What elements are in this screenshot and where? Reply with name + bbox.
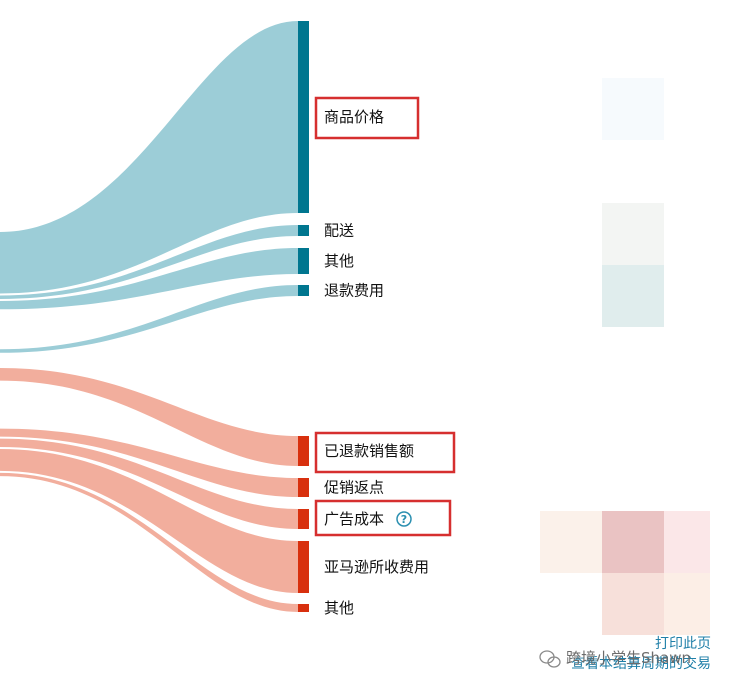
expense-flow-1: [0, 428, 298, 497]
expense-flow-3: [0, 448, 298, 593]
redaction-mosaic: [540, 78, 710, 635]
revenue-label-0: 商品价格: [324, 108, 384, 126]
expense-node-4[interactable]: [298, 604, 309, 612]
highlight-box-ad-cost: [314, 499, 452, 537]
revenue-node-1[interactable]: [298, 225, 309, 236]
revenue-flow-1: [0, 225, 298, 299]
highlight-box-product-price: [314, 96, 420, 140]
expense-node-0[interactable]: [298, 436, 309, 466]
expense-flow-2: [0, 438, 298, 529]
revenue-label-2: 其他: [324, 252, 354, 270]
watermark-text: 跨境小学生Shawn: [566, 649, 691, 667]
revenue-label-1: 配送: [324, 222, 354, 240]
expense-flow-0: [0, 368, 298, 466]
revenue-flow-2: [0, 248, 298, 310]
expense-label-3: 亚马逊所收费用: [324, 558, 429, 576]
node-group: [298, 21, 309, 612]
expense-label-2: 广告成本: [324, 510, 384, 528]
expense-node-2[interactable]: [298, 509, 309, 529]
revenue-flow-0: [0, 21, 298, 294]
expense-label-4: 其他: [324, 599, 354, 617]
revenue-node-0[interactable]: [298, 21, 309, 213]
wechat-icon: [539, 650, 561, 668]
revenue-flow-3: [0, 285, 298, 353]
highlight-box-refunded-sales: [314, 431, 456, 474]
help-icon[interactable]: ?: [396, 511, 412, 527]
expense-label-0: 已退款销售额: [324, 442, 414, 460]
expense-node-1[interactable]: [298, 478, 309, 497]
watermark: 跨境小学生Shawn: [539, 649, 691, 668]
flow-group: [0, 21, 298, 612]
view-transactions-link[interactable]: 查看本结算周期的交易: [571, 655, 711, 672]
print-page-link[interactable]: 打印此页: [655, 635, 711, 652]
revenue-label-3: 退款费用: [324, 282, 384, 300]
expense-label-1: 促销返点: [324, 479, 384, 497]
revenue-node-2[interactable]: [298, 248, 309, 274]
revenue-node-3[interactable]: [298, 285, 309, 296]
expense-node-3[interactable]: [298, 541, 309, 593]
svg-text:?: ?: [401, 513, 407, 526]
